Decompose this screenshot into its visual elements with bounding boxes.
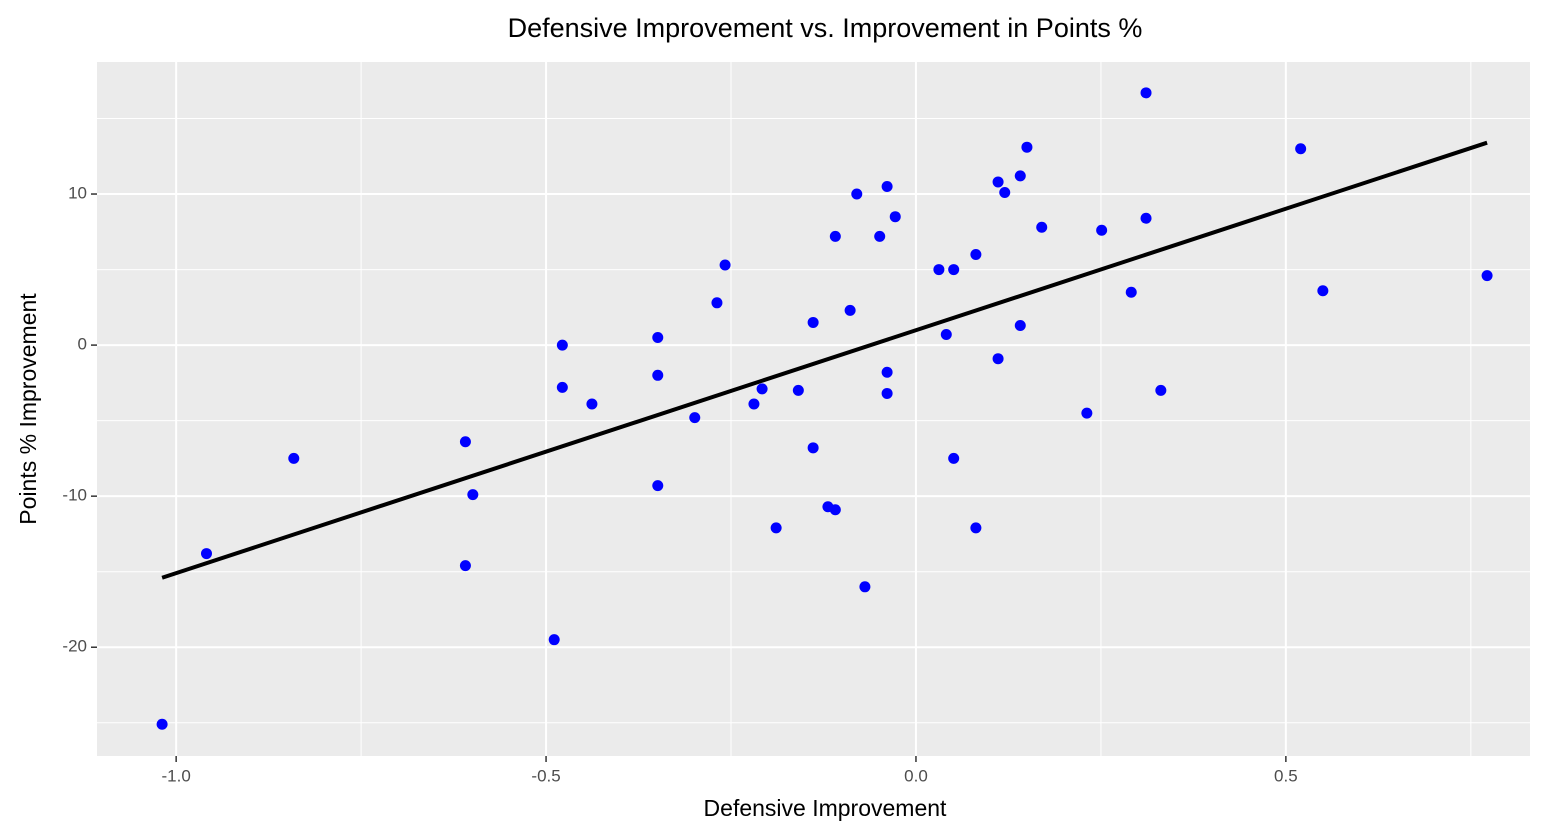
point: [756, 383, 768, 395]
point: [948, 264, 960, 276]
point: [992, 176, 1004, 188]
point: [1155, 384, 1167, 396]
point: [459, 436, 471, 448]
point: [940, 329, 952, 341]
point: [200, 548, 212, 560]
point: [1014, 319, 1026, 331]
point: [829, 504, 841, 516]
point: [999, 187, 1011, 199]
point: [1125, 286, 1137, 298]
x-tick-label: -1.0: [162, 766, 191, 785]
point: [1140, 87, 1152, 99]
point: [1021, 141, 1033, 153]
point: [652, 369, 664, 381]
point: [970, 248, 982, 260]
point: [467, 489, 479, 501]
point: [1295, 143, 1307, 155]
point: [859, 581, 871, 593]
point: [1096, 224, 1108, 236]
point: [829, 230, 841, 242]
point: [689, 412, 701, 424]
point: [748, 398, 760, 410]
point: [992, 353, 1004, 365]
y-tick-label: 0: [78, 335, 87, 354]
y-tick-label: -20: [62, 637, 87, 656]
point: [881, 180, 893, 192]
point: [459, 560, 471, 572]
point: [156, 718, 168, 730]
y-tick-label: 10: [68, 184, 87, 203]
x-tick-label: 0.0: [904, 766, 928, 785]
point: [881, 366, 893, 378]
point: [933, 264, 945, 276]
point: [889, 211, 901, 223]
point: [548, 634, 560, 646]
point: [807, 442, 819, 454]
point: [1014, 170, 1026, 182]
point: [792, 384, 804, 396]
chart-title: Defensive Improvement vs. Improvement in…: [508, 13, 1143, 43]
point: [556, 381, 568, 393]
point: [874, 230, 886, 242]
point: [851, 188, 863, 200]
point: [948, 452, 960, 464]
plot-background: [97, 62, 1530, 756]
point: [556, 339, 568, 351]
point: [652, 332, 664, 344]
point: [1140, 212, 1152, 224]
point: [881, 387, 893, 399]
x-tick-label: 0.5: [1274, 766, 1298, 785]
point: [719, 259, 731, 271]
point: [844, 304, 856, 316]
point: [1036, 221, 1048, 233]
point: [288, 452, 300, 464]
x-tick-label: -0.5: [531, 766, 560, 785]
point: [807, 316, 819, 328]
point: [711, 297, 723, 309]
point: [1481, 270, 1493, 282]
point: [770, 522, 782, 534]
point: [652, 480, 664, 492]
trend-line: [161, 140, 1488, 580]
point: [1081, 407, 1093, 419]
y-axis-title: Points % Improvement: [15, 293, 41, 525]
y-tick-label: -10: [62, 486, 87, 505]
x-axis-title: Defensive Improvement: [704, 795, 947, 821]
point: [1317, 285, 1329, 297]
point: [970, 522, 982, 534]
point: [586, 398, 598, 410]
